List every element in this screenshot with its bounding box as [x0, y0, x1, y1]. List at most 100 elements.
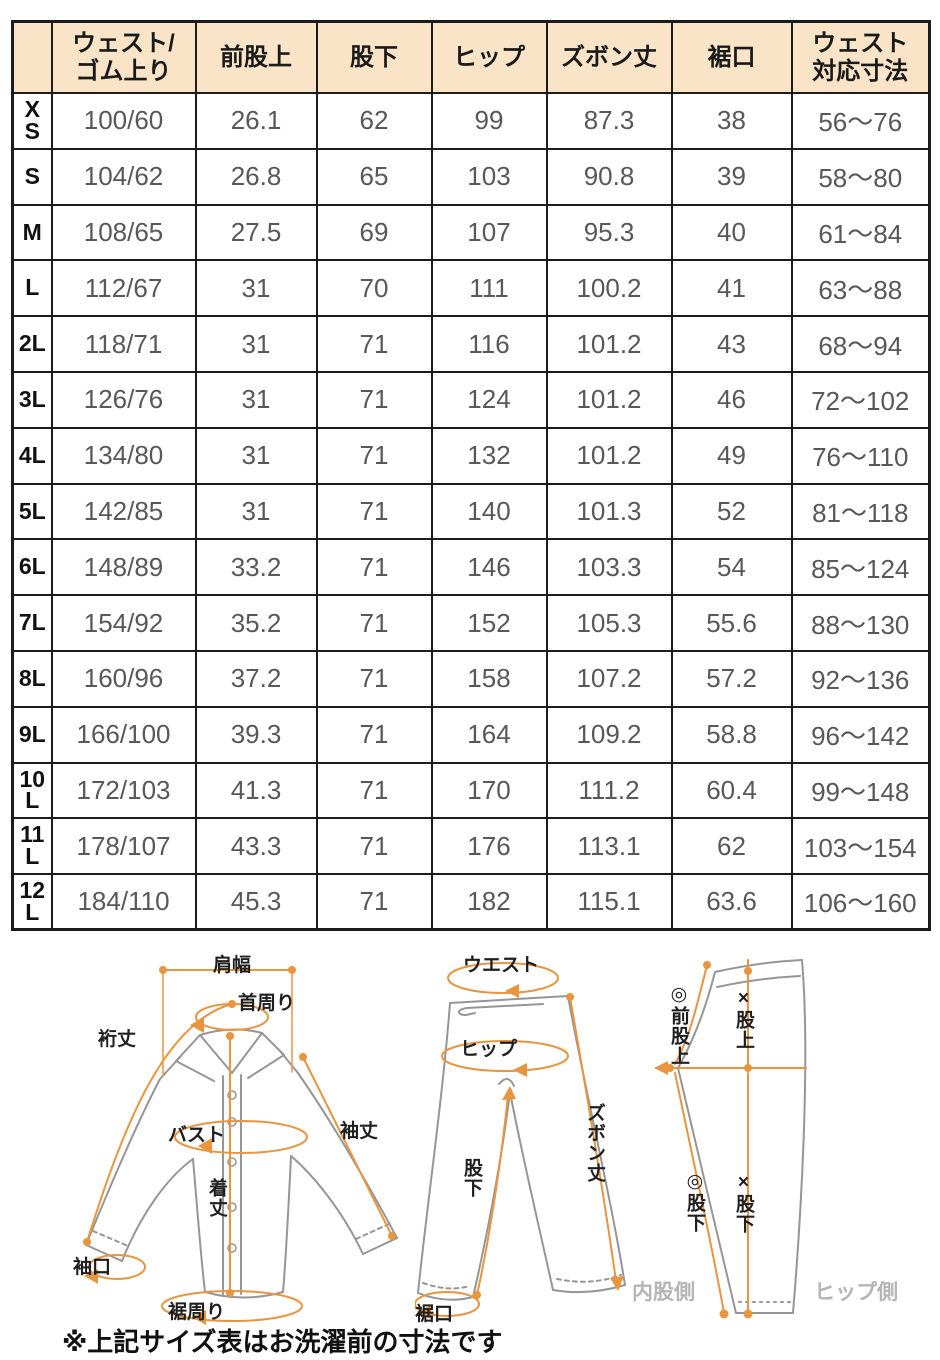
label-pants-length: ズボン丈: [583, 1103, 605, 1183]
cell: 100.2: [545, 259, 673, 318]
cell: 103〜154: [790, 817, 931, 876]
cell: 31: [194, 482, 318, 541]
header-front-rise: 前股上: [194, 20, 318, 94]
table-row: 11L 178/107 43.3 71 176 113.1 62 103〜154: [11, 817, 931, 876]
cell: 70: [315, 259, 433, 318]
cell: 39.3: [194, 705, 318, 764]
cell: 107: [430, 203, 548, 262]
cell: 38: [670, 92, 793, 150]
size-label: 2L: [11, 315, 53, 373]
label-hem-opening: 裾口: [415, 1304, 454, 1325]
cell: 71: [315, 370, 433, 429]
header-hem-opening: 裾口: [670, 20, 793, 94]
cell: 182: [430, 873, 548, 931]
label-shoulder-width: 肩幅: [213, 955, 252, 976]
cell: 71: [315, 873, 433, 931]
cell: 104/62: [50, 147, 197, 206]
size-label: S: [11, 147, 53, 206]
cell: 61〜84: [790, 203, 931, 262]
cell: 65: [315, 147, 433, 206]
cell: 26.8: [194, 147, 318, 206]
cell: 71: [315, 817, 433, 876]
cell: 71: [315, 538, 433, 597]
cell: 113.1: [545, 817, 673, 876]
cell: 31: [194, 259, 318, 318]
footnote: ※上記サイズ表はお洗濯前の寸法です: [62, 1327, 503, 1357]
cell: 101.2: [545, 315, 673, 373]
cell: 71: [315, 761, 433, 820]
cell: 101.2: [545, 370, 673, 429]
table-row: 2L 118/71 31 71 116 101.2 43 68〜94: [11, 315, 931, 373]
cell: 132: [430, 426, 548, 485]
cell: 95.3: [545, 203, 673, 262]
cell: 45.3: [194, 873, 318, 931]
cell: 31: [194, 426, 318, 485]
size-label: 4L: [11, 426, 53, 485]
cell: 57.2: [670, 649, 793, 708]
cell: 101.3: [545, 482, 673, 541]
size-label: 6L: [11, 538, 53, 597]
label-bust: バスト: [168, 1125, 226, 1146]
cell: 26.1: [194, 92, 318, 150]
cell: 106〜160: [790, 873, 931, 931]
cell: 92〜136: [790, 649, 931, 708]
cell: 124: [430, 370, 548, 429]
label-inseam-b: ×股下: [732, 1172, 754, 1234]
cell: 33.2: [194, 538, 318, 597]
cell: 146: [430, 538, 548, 597]
header-waist-range: ウェスト 対応寸法: [790, 20, 931, 94]
size-label: M: [11, 203, 53, 262]
cell: 154/92: [50, 594, 197, 652]
table-row: 4L 134/80 31 71 132 101.2 49 76〜110: [11, 426, 931, 485]
cell: 100/60: [50, 92, 197, 150]
cell: 172/103: [50, 761, 197, 820]
cell: 41: [670, 259, 793, 318]
cell: 115.1: [545, 873, 673, 931]
cell: 52: [670, 482, 793, 541]
header-pants-length: ズボン丈: [545, 20, 673, 94]
table-row: 12L 184/110 45.3 71 182 115.1 63.6 106〜1…: [11, 873, 931, 931]
label-hem-around: 裾周り: [168, 1302, 226, 1323]
cell: 58〜80: [790, 147, 931, 206]
cell: 63〜88: [790, 259, 931, 318]
cell: 43: [670, 315, 793, 373]
cell: 101.2: [545, 426, 673, 485]
cell: 54: [670, 538, 793, 597]
table-row: 8L 160/96 37.2 71 158 107.2 57.2 92〜136: [11, 649, 931, 708]
cell: 39: [670, 147, 793, 206]
cell: 72〜102: [790, 370, 931, 429]
cell: 164: [430, 705, 548, 764]
cell: 140: [430, 482, 548, 541]
header-row: ウェスト/ ゴム上り 前股上 股下 ヒップ ズボン丈 裾口 ウェスト 対応寸法: [11, 20, 931, 94]
cell: 55.6: [670, 594, 793, 652]
cell: 126/76: [50, 370, 197, 429]
cell: 170: [430, 761, 548, 820]
cell: 176: [430, 817, 548, 876]
table-row: L 112/67 31 70 111 100.2 41 63〜88: [11, 259, 931, 318]
cell: 71: [315, 649, 433, 708]
size-label: 5L: [11, 482, 53, 541]
table-row: 6L 148/89 33.2 71 146 103.3 54 85〜124: [11, 538, 931, 597]
label-rise: ×股上: [732, 988, 754, 1050]
size-label: 8L: [11, 649, 53, 708]
cell: 142/85: [50, 482, 197, 541]
cell: 41.3: [194, 761, 318, 820]
table-row: 10L 172/103 41.3 71 170 111.2 60.4 99〜14…: [11, 761, 931, 820]
cell: 166/100: [50, 705, 197, 764]
cell: 99: [430, 92, 548, 150]
cell: 37.2: [194, 649, 318, 708]
cell: 76〜110: [790, 426, 931, 485]
cell: 134/80: [50, 426, 197, 485]
cell: 58.8: [670, 705, 793, 764]
jacket-diagram: [83, 966, 398, 1325]
cell: 71: [315, 315, 433, 373]
label-cuff-opening: 袖口: [73, 1257, 112, 1278]
cell: 90.8: [545, 147, 673, 206]
table-row: 5L 142/85 31 71 140 101.3 52 81〜118: [11, 482, 931, 541]
cell: 184/110: [50, 873, 197, 931]
cell: 69: [315, 203, 433, 262]
cell: 178/107: [50, 817, 197, 876]
header-waist-elastic: ウェスト/ ゴム上り: [50, 20, 197, 94]
size-label: XS: [11, 92, 53, 150]
cell: 62: [315, 92, 433, 150]
